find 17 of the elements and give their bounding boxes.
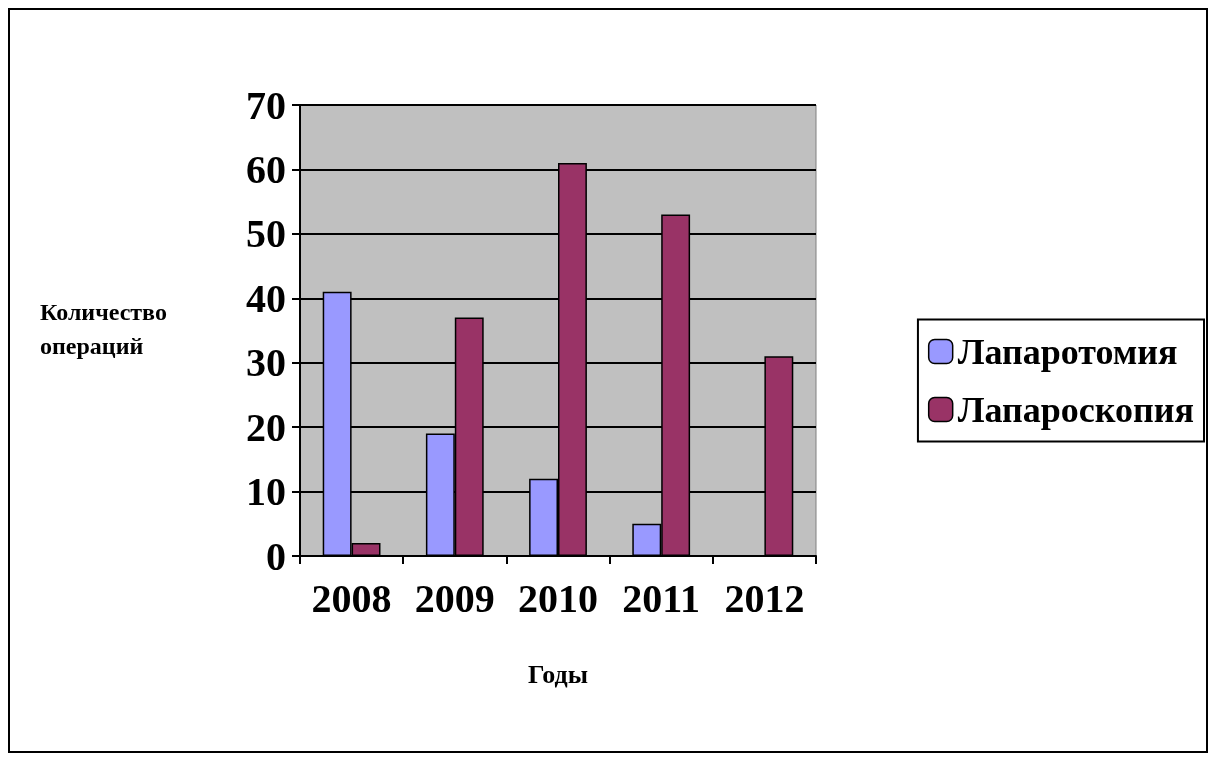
y-tick-label: 60 xyxy=(246,146,286,192)
y-tick-label: 50 xyxy=(246,211,286,257)
y-tick-label: 40 xyxy=(246,275,286,321)
y-tick-label: 70 xyxy=(246,82,286,128)
legend-label: Лапаротомия xyxy=(957,331,1178,372)
x-axis-title: Годы xyxy=(528,659,588,689)
legend-label: Лапароскопия xyxy=(957,389,1195,430)
x-tick-label: 2009 xyxy=(414,575,495,621)
y-tick-label: 20 xyxy=(246,404,286,450)
y-tick-label: 0 xyxy=(266,533,286,579)
y-axis-title: Количество операций xyxy=(40,299,167,359)
y-tick-label: 10 xyxy=(246,469,286,515)
x-tick-label: 2008 xyxy=(311,575,392,621)
x-tick-label: 2010 xyxy=(518,575,598,621)
x-tick-label: 2012 xyxy=(724,575,805,621)
y-tick-label: 30 xyxy=(246,340,286,386)
x-tick-label: 2011 xyxy=(622,575,701,621)
